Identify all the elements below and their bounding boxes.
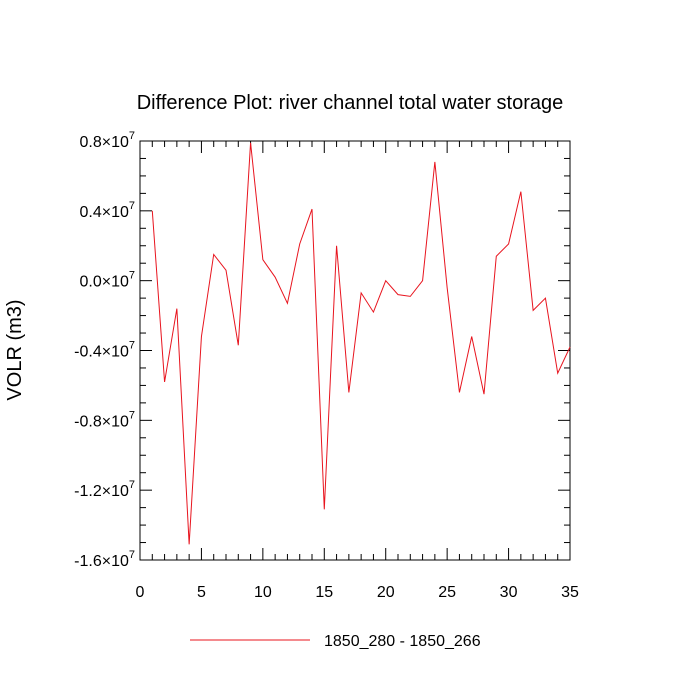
chart-title: Difference Plot: river channel total wat…	[137, 92, 564, 114]
x-tick-label: 10	[254, 584, 272, 601]
axes: 0 5 10 15 20 25 30 35 -1.6×107 -1.2×107 -0.8×107 -0…	[74, 130, 579, 601]
x-tick-label: 15	[315, 584, 333, 601]
series-line	[151, 142, 571, 545]
plot-frame	[139, 140, 571, 561]
y-tick-label: -0.4×107	[74, 340, 135, 361]
y-tick-label: 0.0×107	[79, 270, 135, 291]
y-tick-label: -1.2×107	[74, 479, 135, 500]
y-tick-label: 0.8×107	[79, 130, 135, 151]
series-layer	[151, 142, 571, 545]
y-tick-label: -0.8×107	[74, 409, 135, 430]
x-tick-label: 5	[197, 584, 206, 601]
x-tick-label: 35	[561, 584, 579, 601]
legend: 1850_280 - 1850_266	[190, 633, 481, 650]
x-tick-label: 0	[136, 584, 145, 601]
x-tick-label: 20	[377, 584, 395, 601]
y-tick-label: -1.6×107	[74, 549, 135, 570]
x-tick-label: 25	[438, 584, 456, 601]
y-tick-label: 0.4×107	[79, 200, 135, 221]
y-axis-label: VOLR (m3)	[4, 299, 26, 400]
x-tick-label: 30	[500, 584, 518, 601]
legend-label: 1850_280 - 1850_266	[324, 633, 481, 650]
